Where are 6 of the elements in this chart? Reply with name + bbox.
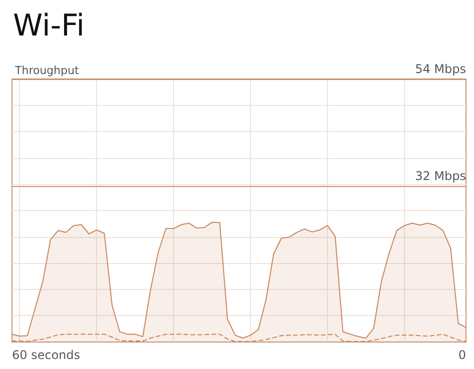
y-axis-title: Throughput xyxy=(14,64,80,77)
ref-line-label: 32 Mbps xyxy=(415,169,466,184)
ref-line-label: 54 Mbps xyxy=(415,62,466,76)
text: 0 xyxy=(458,348,466,362)
chart-title: Wi-Fi xyxy=(13,8,85,44)
text: 60 seconds xyxy=(12,348,80,362)
